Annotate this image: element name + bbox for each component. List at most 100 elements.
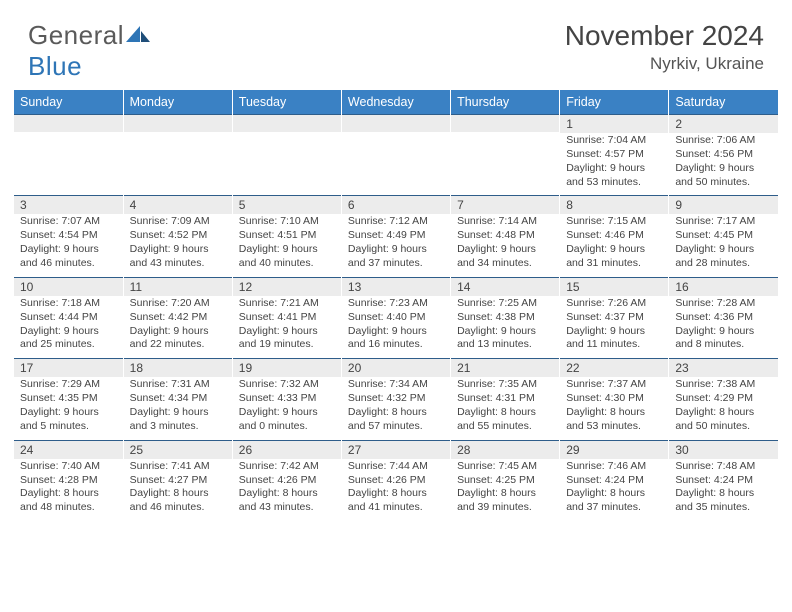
calendar-day-cell: 25Sunrise: 7:41 AMSunset: 4:27 PMDayligh…	[123, 440, 232, 521]
daylight-label: Daylight:	[348, 487, 392, 499]
sunset-label: Sunset:	[675, 311, 714, 323]
calendar-day-cell: 5Sunrise: 7:10 AMSunset: 4:51 PMDaylight…	[232, 196, 341, 277]
daylight-label: Daylight:	[20, 243, 64, 255]
sunrise-label: Sunrise:	[566, 134, 607, 146]
day-text: Sunrise: 7:12 AMSunset: 4:49 PMDaylight:…	[342, 214, 450, 276]
day-header-row: Sunday Monday Tuesday Wednesday Thursday…	[14, 90, 778, 115]
logo-text: GeneralBlue	[28, 20, 152, 82]
day-number: 2	[669, 115, 778, 133]
day-text-empty	[233, 132, 341, 182]
sunrise-label: Sunrise:	[130, 378, 171, 390]
day-text: Sunrise: 7:09 AMSunset: 4:52 PMDaylight:…	[124, 214, 232, 276]
sunrise-label: Sunrise:	[239, 215, 280, 227]
calendar-day-cell: 6Sunrise: 7:12 AMSunset: 4:49 PMDaylight…	[341, 196, 450, 277]
sunset-label: Sunset:	[348, 474, 387, 486]
day-number: 22	[560, 359, 668, 377]
sunset-label: Sunset:	[239, 311, 278, 323]
sunrise-value: 7:28 AM	[717, 297, 756, 309]
day-text: Sunrise: 7:06 AMSunset: 4:56 PMDaylight:…	[669, 133, 778, 195]
sunset-label: Sunset:	[239, 474, 278, 486]
sunset-label: Sunset:	[348, 311, 387, 323]
sunrise-label: Sunrise:	[20, 378, 61, 390]
sunset-value: 4:34 PM	[168, 392, 207, 404]
sunrise-label: Sunrise:	[348, 378, 389, 390]
sunset-label: Sunset:	[457, 474, 496, 486]
sunset-label: Sunset:	[566, 474, 605, 486]
logo-blue: Blue	[28, 51, 82, 81]
sunrise-label: Sunrise:	[675, 378, 716, 390]
sunrise-label: Sunrise:	[239, 460, 280, 472]
day-text: Sunrise: 7:23 AMSunset: 4:40 PMDaylight:…	[342, 296, 450, 358]
month-title: November 2024	[565, 20, 764, 52]
sunset-label: Sunset:	[130, 474, 169, 486]
day-header: Saturday	[669, 90, 778, 115]
day-number: 3	[14, 196, 123, 214]
calendar-day-cell: 28Sunrise: 7:45 AMSunset: 4:25 PMDayligh…	[451, 440, 560, 521]
sunset-value: 4:40 PM	[386, 311, 425, 323]
sunrise-label: Sunrise:	[20, 215, 61, 227]
sunset-value: 4:46 PM	[605, 229, 644, 241]
calendar-day-cell: 18Sunrise: 7:31 AMSunset: 4:34 PMDayligh…	[123, 359, 232, 440]
sunset-value: 4:45 PM	[714, 229, 753, 241]
day-text: Sunrise: 7:48 AMSunset: 4:24 PMDaylight:…	[669, 459, 778, 521]
calendar-day-cell: 27Sunrise: 7:44 AMSunset: 4:26 PMDayligh…	[341, 440, 450, 521]
calendar-day-cell: 19Sunrise: 7:32 AMSunset: 4:33 PMDayligh…	[232, 359, 341, 440]
sunrise-label: Sunrise:	[566, 215, 607, 227]
logo-general: General	[28, 20, 124, 50]
day-number: 15	[560, 278, 668, 296]
calendar-day-cell	[341, 115, 450, 196]
calendar-day-cell: 16Sunrise: 7:28 AMSunset: 4:36 PMDayligh…	[669, 277, 778, 358]
daylight-label: Daylight:	[566, 487, 610, 499]
sunrise-label: Sunrise:	[130, 297, 171, 309]
daylight-label: Daylight:	[457, 325, 501, 337]
sunrise-value: 7:09 AM	[171, 215, 210, 227]
day-number-empty	[451, 115, 559, 132]
day-number: 19	[233, 359, 341, 377]
day-header: Thursday	[451, 90, 560, 115]
calendar-day-cell: 24Sunrise: 7:40 AMSunset: 4:28 PMDayligh…	[14, 440, 123, 521]
sunrise-label: Sunrise:	[130, 215, 171, 227]
day-text: Sunrise: 7:41 AMSunset: 4:27 PMDaylight:…	[124, 459, 232, 521]
sunset-value: 4:49 PM	[386, 229, 425, 241]
logo: GeneralBlue	[28, 20, 152, 82]
day-text: Sunrise: 7:40 AMSunset: 4:28 PMDaylight:…	[14, 459, 123, 521]
sunset-label: Sunset:	[239, 392, 278, 404]
day-number: 20	[342, 359, 450, 377]
calendar-day-cell: 21Sunrise: 7:35 AMSunset: 4:31 PMDayligh…	[451, 359, 560, 440]
day-number: 30	[669, 441, 778, 459]
sunrise-value: 7:45 AM	[499, 460, 538, 472]
sunrise-value: 7:20 AM	[171, 297, 210, 309]
calendar-day-cell: 26Sunrise: 7:42 AMSunset: 4:26 PMDayligh…	[232, 440, 341, 521]
day-number: 17	[14, 359, 123, 377]
day-text: Sunrise: 7:32 AMSunset: 4:33 PMDaylight:…	[233, 377, 341, 439]
calendar-day-cell: 23Sunrise: 7:38 AMSunset: 4:29 PMDayligh…	[669, 359, 778, 440]
sunrise-value: 7:46 AM	[608, 460, 647, 472]
daylight-label: Daylight:	[457, 487, 501, 499]
day-number-empty	[124, 115, 232, 132]
sunset-label: Sunset:	[20, 392, 59, 404]
sunrise-value: 7:10 AM	[280, 215, 319, 227]
sunset-value: 4:57 PM	[605, 148, 644, 160]
sunset-value: 4:29 PM	[714, 392, 753, 404]
sunset-value: 4:48 PM	[496, 229, 535, 241]
sunset-value: 4:35 PM	[59, 392, 98, 404]
sunset-value: 4:44 PM	[59, 311, 98, 323]
day-text: Sunrise: 7:26 AMSunset: 4:37 PMDaylight:…	[560, 296, 668, 358]
day-number: 13	[342, 278, 450, 296]
calendar-day-cell	[451, 115, 560, 196]
day-text: Sunrise: 7:04 AMSunset: 4:57 PMDaylight:…	[560, 133, 668, 195]
daylight-label: Daylight:	[130, 243, 174, 255]
sunset-label: Sunset:	[348, 229, 387, 241]
daylight-label: Daylight:	[130, 487, 174, 499]
sunset-value: 4:33 PM	[277, 392, 316, 404]
day-text-empty	[342, 132, 450, 182]
sunset-label: Sunset:	[348, 392, 387, 404]
sunset-label: Sunset:	[566, 229, 605, 241]
sunset-value: 4:24 PM	[605, 474, 644, 486]
calendar-week-row: 10Sunrise: 7:18 AMSunset: 4:44 PMDayligh…	[14, 277, 778, 358]
day-number: 28	[451, 441, 559, 459]
day-text: Sunrise: 7:46 AMSunset: 4:24 PMDaylight:…	[560, 459, 668, 521]
calendar-table: Sunday Monday Tuesday Wednesday Thursday…	[14, 90, 778, 521]
day-number: 16	[669, 278, 778, 296]
sunrise-label: Sunrise:	[675, 215, 716, 227]
